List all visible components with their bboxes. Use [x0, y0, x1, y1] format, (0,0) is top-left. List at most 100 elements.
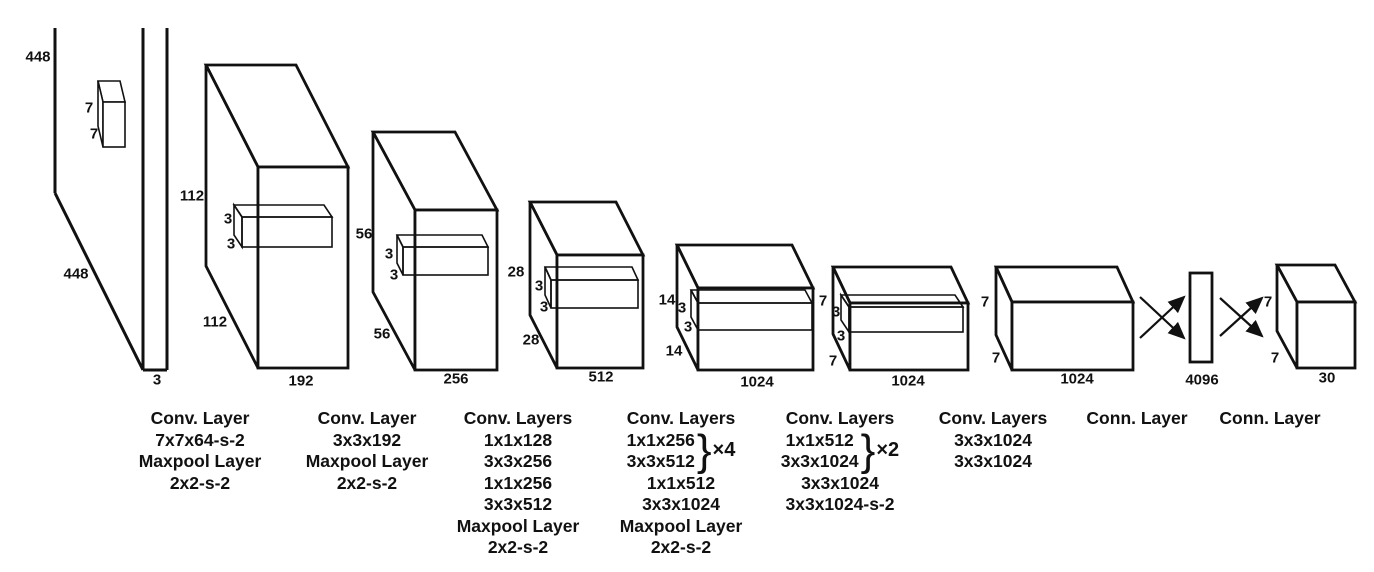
kernel-box-1	[232, 202, 334, 250]
conv-box-5	[830, 265, 971, 372]
output-height-label: 7	[1263, 293, 1273, 311]
caption-line: Conv. Layers	[626, 408, 736, 428]
input-kernel-h-label: 7	[84, 99, 94, 117]
repeat-multiplier: ×4	[712, 439, 736, 462]
box6-height-label: 7	[980, 293, 990, 311]
caption-line: 2x2-s-2	[650, 537, 712, 557]
caption-line: 3x3x1024-s-2	[785, 494, 895, 514]
conv-box-6	[993, 265, 1136, 372]
box4-height-label: 14	[658, 291, 676, 309]
kernel-box-4	[689, 289, 814, 331]
box3-channels-label: 512	[588, 368, 614, 386]
caption-line: 1x1x512	[785, 429, 854, 450]
caption-line: 1x1x128	[483, 429, 553, 450]
box1-channels-label: 192	[288, 372, 314, 390]
caption-line: Conv. Layers	[785, 408, 895, 428]
caption-conv-block-2: Conv. Layer 3x3x192 Maxpool Layer 2x2-s-…	[272, 408, 462, 494]
fc-units-label: 4096	[1185, 371, 1219, 389]
box3-height-label: 28	[507, 263, 525, 281]
box2-kernel-h-label: 3	[384, 245, 394, 263]
repeated-layers-group: 1x1x512 3x3x1024 } ×2	[745, 426, 935, 475]
box3-kernel-w-label: 3	[539, 298, 549, 316]
box4-kernel-h-label: 3	[677, 299, 687, 317]
caption-line: 2x2-s-2	[336, 472, 398, 493]
caption-line: 3x3x512	[626, 451, 695, 471]
caption-line: 3x3x1024	[780, 451, 859, 471]
caption-line: Maxpool Layer	[456, 515, 580, 536]
box6-depth-label: 7	[991, 349, 1001, 367]
caption-line: 1x1x512	[646, 472, 716, 493]
box5-channels-label: 1024	[891, 372, 925, 390]
kernel-box-2	[395, 234, 490, 276]
kernel-box-5	[839, 292, 965, 335]
repeat-multiplier: ×2	[876, 439, 900, 462]
caption-line: 1x1x256	[626, 429, 695, 450]
caption-conv-block-5: Conv. Layers 1x1x512 3x3x1024 } ×2 3x3x1…	[745, 408, 935, 516]
box1-depth-label: 112	[202, 313, 228, 331]
caption-conv-block-4: Conv. Layers 1x1x256 3x3x512 } ×4 1x1x51…	[586, 408, 776, 559]
caption-conv-block-1: Conv. Layer 7x7x64-s-2 Maxpool Layer 2x2…	[105, 408, 295, 494]
box5-kernel-w-label: 3	[836, 327, 846, 345]
caption-line: Conv. Layers	[938, 408, 1048, 428]
caption-line: Conv. Layer	[150, 408, 250, 428]
conv-box-4	[674, 243, 816, 372]
box2-depth-label: 56	[373, 325, 391, 343]
box3-kernel-h-label: 3	[534, 277, 544, 295]
caption-line: 3x3x1024	[954, 451, 1032, 471]
repeated-layers-group: 1x1x256 3x3x512 } ×4	[586, 426, 776, 475]
caption-conn-layer-2: Conn. Layer	[1175, 408, 1365, 430]
caption-line: 3x3x256	[483, 451, 553, 471]
box5-height-label: 7	[818, 292, 828, 310]
conv-box-1	[203, 63, 351, 370]
caption-line: Maxpool Layer	[619, 515, 743, 536]
output-channels-label: 30	[1318, 369, 1336, 387]
caption-line: 2x2-s-2	[169, 472, 231, 493]
conv-box-2	[370, 130, 500, 372]
kernel-box-3	[543, 266, 640, 309]
caption-line: 3x3x1024	[954, 429, 1032, 450]
box2-channels-label: 256	[443, 370, 469, 388]
caption-line: 3x3x1024	[801, 472, 879, 493]
caption-line: Conv. Layer	[317, 408, 417, 428]
box2-height-label: 56	[355, 225, 373, 243]
caption-line: 1x1x256	[483, 472, 553, 493]
caption-line: Conv. Layers	[463, 408, 573, 428]
caption-line: 3x3x192	[332, 429, 402, 450]
fc-cross-arrows-1	[1139, 295, 1186, 340]
caption-line: Maxpool Layer	[138, 451, 262, 471]
caption-conv-block-6: Conv. Layers 3x3x1024 3x3x1024	[898, 408, 1088, 473]
caption-line: 7x7x64-s-2	[155, 429, 245, 450]
box1-kernel-w-label: 3	[226, 235, 236, 253]
caption-line: 3x3x1024	[642, 494, 720, 514]
box6-channels-label: 1024	[1060, 370, 1094, 388]
caption-conn-layer-1: Conn. Layer	[1042, 408, 1232, 430]
input-kernel-w-label: 7	[89, 125, 99, 143]
box4-channels-label: 1024	[740, 373, 774, 391]
box4-depth-label: 14	[665, 342, 683, 360]
box3-depth-label: 28	[522, 331, 540, 349]
box5-kernel-h-label: 3	[831, 303, 841, 321]
caption-line: Conn. Layer	[1219, 408, 1321, 428]
box1-height-label: 112	[179, 187, 205, 205]
box1-kernel-h-label: 3	[223, 210, 233, 228]
input-width-label: 448	[63, 265, 89, 283]
output-cube	[1274, 263, 1358, 370]
fc-cross-arrows-2	[1219, 296, 1264, 338]
brace-glyph: }	[860, 426, 876, 475]
brace-glyph: }	[696, 426, 712, 475]
box5-depth-label: 7	[828, 352, 838, 370]
output-depth-label: 7	[1270, 349, 1280, 367]
fc-slab	[1188, 271, 1214, 364]
conv-box-3	[527, 200, 646, 370]
caption-line: Conn. Layer	[1086, 408, 1188, 428]
caption-line: 2x2-s-2	[487, 537, 549, 557]
caption-conv-block-3: Conv. Layers 1x1x128 3x3x256 1x1x256 3x3…	[423, 408, 613, 559]
input-kernel-box	[96, 80, 127, 148]
box2-kernel-w-label: 3	[389, 266, 399, 284]
input-depth-label: 3	[152, 371, 162, 389]
input-height-label: 448	[25, 48, 51, 66]
caption-line: 3x3x512	[483, 494, 553, 514]
box4-kernel-w-label: 3	[683, 318, 693, 336]
